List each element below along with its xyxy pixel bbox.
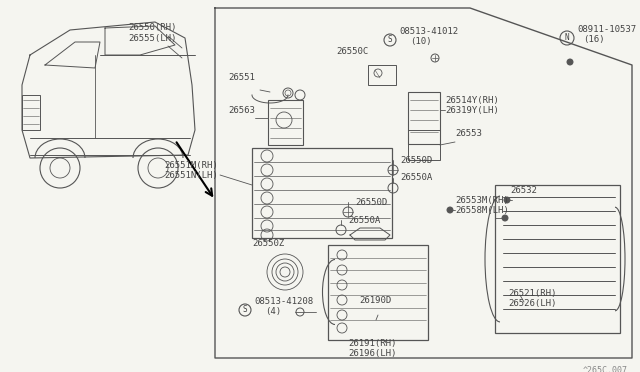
Text: 26551: 26551: [228, 73, 255, 82]
Bar: [328, 245, 428, 340]
Text: ^265C.007: ^265C.007: [583, 366, 628, 372]
Text: 26319Y(LH): 26319Y(LH): [445, 106, 499, 115]
Text: (16): (16): [583, 35, 605, 44]
Text: 26550(RH): 26550(RH): [128, 23, 177, 32]
Bar: [268, 100, 303, 145]
Text: 26526(LH): 26526(LH): [508, 299, 556, 308]
Text: (4): (4): [265, 307, 281, 316]
Text: N: N: [564, 33, 570, 42]
Text: 26558M(LH): 26558M(LH): [455, 206, 509, 215]
Text: 26190D: 26190D: [359, 296, 391, 305]
Text: 26563: 26563: [228, 106, 255, 115]
Circle shape: [567, 59, 573, 65]
Text: 26551N(LH): 26551N(LH): [164, 171, 218, 180]
Text: 08513-41208: 08513-41208: [254, 297, 313, 306]
Text: 26550Z: 26550Z: [252, 239, 284, 248]
Text: 26550A: 26550A: [348, 216, 380, 225]
Text: 26555(LH): 26555(LH): [128, 34, 177, 43]
Text: S: S: [243, 305, 247, 314]
Text: 26532: 26532: [510, 186, 537, 195]
Text: S: S: [388, 35, 392, 45]
Bar: [408, 130, 440, 160]
Text: (10): (10): [410, 37, 431, 46]
Text: 08911-10537: 08911-10537: [577, 25, 636, 34]
Circle shape: [447, 207, 453, 213]
Bar: [368, 65, 396, 85]
Text: 26553M(RH): 26553M(RH): [455, 196, 509, 205]
Text: 08513-41012: 08513-41012: [399, 27, 458, 36]
Circle shape: [504, 197, 510, 203]
Text: 26553: 26553: [455, 129, 482, 138]
Text: 26550D: 26550D: [355, 198, 387, 207]
Bar: [252, 148, 392, 238]
Text: 26514Y(RH): 26514Y(RH): [445, 96, 499, 105]
Text: 26196(LH): 26196(LH): [348, 349, 396, 358]
Text: 26550A: 26550A: [400, 173, 432, 182]
Text: 26550D: 26550D: [400, 156, 432, 165]
Text: 26551M(RH): 26551M(RH): [164, 161, 218, 170]
Text: 26521(RH): 26521(RH): [508, 289, 556, 298]
Bar: [408, 92, 440, 144]
Bar: [495, 185, 620, 333]
Text: 26550C: 26550C: [336, 47, 368, 56]
Bar: [22, 95, 40, 130]
Text: 26191(RH): 26191(RH): [348, 339, 396, 348]
Circle shape: [502, 215, 508, 221]
